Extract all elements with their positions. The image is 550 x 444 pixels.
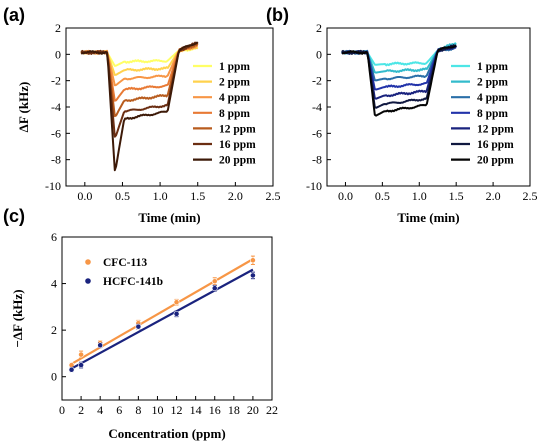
y-tick-label: 0	[51, 370, 57, 384]
x-tick-label: 1.0	[153, 189, 168, 203]
data-point	[97, 342, 104, 349]
x-tick-label: 6	[116, 403, 122, 417]
data-point	[250, 272, 256, 279]
legend-entry: 12 ppm	[219, 123, 256, 135]
y-tick-label: -6	[312, 126, 322, 140]
x-tick-label: 20	[247, 403, 259, 417]
legend-entry: 4 ppm	[219, 92, 250, 104]
y-axis-title: −ΔF (kHz)	[10, 289, 25, 347]
legend-entry: 2 ppm	[477, 77, 508, 89]
panel-label: (b)	[266, 5, 289, 25]
plot-frame	[61, 236, 273, 401]
y-tick-label: 2	[55, 21, 61, 35]
y-tick-label: 2	[316, 21, 322, 35]
x-tick-label: 14	[190, 403, 202, 417]
legend-entry: 16 ppm	[477, 139, 514, 151]
x-tick-label: 1.0	[412, 189, 427, 203]
data-point	[173, 299, 180, 306]
y-tick-label: -10	[45, 179, 61, 193]
legend-entry: 1 ppm	[477, 61, 508, 73]
y-tick-label: -4	[51, 100, 61, 114]
legend-entry: 1 ppm	[219, 61, 250, 73]
y-tick-label: -6	[51, 126, 61, 140]
x-tick-label: 1.5	[190, 189, 205, 203]
data-point	[250, 257, 256, 264]
x-tick-label: 1.5	[449, 189, 464, 203]
y-tick-label: 0	[316, 47, 322, 61]
x-tick-label: 2	[78, 403, 84, 417]
panel-label: (c)	[3, 206, 25, 226]
panel-2: (c)0 2 4 6 8 10 12 14 16 18 20 226420Concentration …	[3, 206, 278, 441]
data-point	[211, 285, 218, 292]
y-tick-label: 0	[55, 47, 61, 61]
y-tick-label: -10	[306, 179, 322, 193]
panel-label: (a)	[3, 5, 25, 25]
data-point	[211, 278, 218, 285]
x-tick-label: 10	[151, 403, 163, 417]
legend-entry: 8 ppm	[219, 108, 250, 120]
legend-entry: 4 ppm	[477, 92, 508, 104]
x-axis-title: Concentration (ppm)	[108, 426, 225, 441]
x-tick-label: 8	[135, 403, 141, 417]
x-tick-label: 0.5	[115, 189, 130, 203]
data-point	[173, 310, 180, 317]
legend-entry: 16 ppm	[219, 139, 256, 151]
x-tick-label: 0.0	[77, 189, 92, 203]
x-axis-title: Time (min)	[397, 210, 459, 225]
legend-entry: 20 ppm	[219, 155, 256, 167]
data-point	[78, 351, 84, 358]
data-point	[68, 366, 75, 373]
legend-entry: 8 ppm	[477, 108, 508, 120]
x-tick-label: 18	[228, 403, 240, 417]
y-tick-label: -8	[51, 153, 61, 167]
legend-entry: HCFC-141b	[103, 276, 163, 288]
data-point	[78, 362, 84, 368]
x-tick-label: 2.0	[228, 189, 243, 203]
x-tick-label: 0.0	[338, 189, 353, 203]
x-tick-label: 2.5	[523, 189, 538, 203]
x-tick-label: 4	[97, 403, 103, 417]
y-tick-label: -8	[312, 153, 322, 167]
y-tick-label: -2	[51, 74, 61, 88]
series-line	[80, 41, 199, 172]
y-tick-label: 2	[51, 323, 57, 337]
y-tick-label: -4	[312, 100, 322, 114]
fit-line	[71, 268, 254, 370]
legend-entry: 2 ppm	[219, 77, 250, 89]
x-tick-label: 2.0	[486, 189, 501, 203]
y-tick-label: -2	[312, 74, 322, 88]
panel-0: (a) 0.0 0.5 1.0 1.5 2.0 2.5 2 0 -2 -4 -6 -8 -10 Time (…	[3, 5, 281, 225]
x-tick-label: 0	[59, 403, 65, 417]
y-axis-title: ΔF (kHz)	[16, 82, 31, 133]
x-tick-label: 2.5	[266, 189, 281, 203]
x-tick-label: 12	[171, 403, 183, 417]
y-tick-label: 4	[51, 277, 57, 291]
legend-marker	[85, 278, 91, 284]
fit-line	[70, 258, 254, 365]
panel-1: (b) 0.0 0.5 1.0 1.5 2.0 2.5 2 0 -2 -4 -6 -8 -10 Time (…	[266, 5, 538, 225]
legend-marker	[85, 259, 91, 265]
x-tick-label: 22	[266, 403, 278, 417]
y-tick-label: 6	[51, 230, 57, 244]
series-line	[341, 44, 457, 117]
x-axis-title: Time (min)	[138, 210, 200, 225]
legend-entry: 20 ppm	[477, 155, 514, 167]
legend-entry: 12 ppm	[477, 123, 514, 135]
x-tick-label: 16	[209, 403, 221, 417]
data-point	[135, 323, 142, 330]
legend-entry: CFC-113	[103, 257, 147, 269]
x-tick-label: 0.5	[375, 189, 390, 203]
